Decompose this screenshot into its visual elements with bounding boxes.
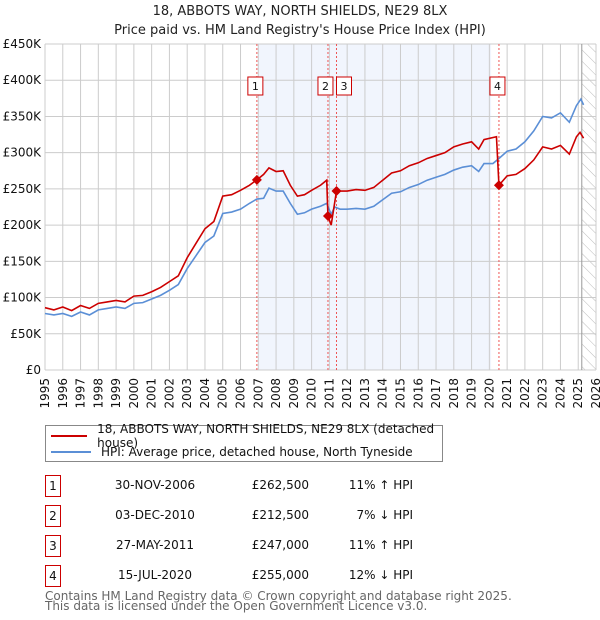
transaction-hpi-diff: 7% ↓ HPI: [356, 508, 413, 522]
y-tick-label: £450K: [3, 37, 43, 51]
transaction-date: 15-JUL-2020: [118, 568, 192, 582]
sale-label: 4: [494, 80, 501, 93]
transaction-hpi-diff: 11% ↑ HPI: [348, 478, 413, 492]
x-tick-label: 2010: [305, 378, 319, 409]
legend-label: HPI: Average price, detached house, Nort…: [101, 445, 413, 459]
legend-label: 18, ABBOTS WAY, NORTH SHIELDS, NE29 8LX …: [97, 422, 435, 450]
sale-label: 3: [340, 80, 347, 93]
forecast-hatch: [581, 44, 596, 370]
sale-label-box: [489, 76, 506, 96]
sale-point: [493, 180, 504, 191]
sale-label-box: [317, 76, 334, 96]
x-tick-label: 2018: [447, 378, 461, 409]
x-tick-label: 2000: [127, 378, 141, 409]
x-tick-label: 1995: [38, 378, 52, 409]
legend-item-property: 18, ABBOTS WAY, NORTH SHIELDS, NE29 8LX …: [46, 422, 442, 450]
chart-title: 18, ABBOTS WAY, NORTH SHIELDS, NE29 8LX: [153, 4, 448, 19]
transaction-row: 3 27-MAY-2011 £247,000 11% ↑ HPI: [45, 535, 445, 557]
x-tick-label: 1997: [74, 378, 88, 409]
x-tick-label: 2023: [536, 378, 550, 409]
price-chart: 18, ABBOTS WAY, NORTH SHIELDS, NE29 8LX …: [3, 4, 600, 409]
x-tick-label: 2021: [500, 378, 514, 409]
y-tick-label: £250K: [3, 182, 43, 196]
sale-point: [251, 174, 262, 185]
x-tick-label: 2005: [216, 378, 230, 409]
y-tick-label: £300K: [3, 146, 43, 160]
transaction-date: 30-NOV-2006: [114, 478, 196, 492]
y-tick-label: £50K: [10, 327, 42, 341]
footer-copyright: Contains HM Land Registry data © Crown c…: [45, 589, 512, 603]
x-tick-label: 2011: [322, 378, 336, 409]
legend-item-hpi: HPI: Average price, detached house, Nort…: [46, 444, 413, 460]
y-tick-label: £100K: [3, 291, 43, 305]
x-tick-label: 2020: [482, 378, 496, 409]
y-tick-label: £150K: [3, 254, 43, 268]
x-tick-label: 2012: [340, 378, 354, 409]
x-tick-label: 1998: [91, 378, 105, 409]
y-tick-label: £200K: [3, 218, 43, 232]
sale-label: 1: [252, 80, 259, 93]
transaction-row: 4 15-JUL-2020 £255,000 12% ↓ HPI: [45, 565, 445, 587]
x-tick-label: 1996: [56, 378, 70, 409]
chart-subtitle: Price paid vs. HM Land Registry's House …: [114, 23, 486, 38]
x-tick-label: 2013: [358, 378, 372, 409]
x-tick-label: 2017: [429, 378, 443, 409]
x-tick-label: 2008: [269, 378, 283, 409]
x-tick-label: 2001: [145, 378, 159, 409]
transaction-number: 3: [45, 535, 61, 557]
legend: 18, ABBOTS WAY, NORTH SHIELDS, NE29 8LX …: [45, 422, 443, 462]
x-tick-label: 2019: [465, 378, 479, 409]
sale-label-box: [335, 76, 352, 96]
x-tick-label: 2014: [376, 378, 390, 409]
x-tick-label: 2004: [198, 378, 212, 409]
x-tick-label: 2025: [571, 378, 585, 409]
transaction-number: 4: [45, 565, 61, 587]
transaction-hpi-diff: 12% ↓ HPI: [348, 568, 413, 582]
transaction-price: £255,000: [251, 568, 309, 582]
x-tick-label: 2022: [518, 378, 532, 409]
transaction-hpi-diff: 11% ↑ HPI: [348, 538, 413, 552]
transaction-row: 2 03-DEC-2010 £212,500 7% ↓ HPI: [45, 505, 445, 527]
property-price-line: [44, 131, 585, 312]
legend-swatch-blue: [51, 451, 91, 453]
y-tick-label: £350K: [3, 109, 43, 123]
sale-label-box: [247, 76, 264, 96]
x-tick-label: 2009: [287, 378, 301, 409]
transaction-row: 1 30-NOV-2006 £262,500 11% ↑ HPI: [45, 475, 445, 497]
x-tick-label: 2003: [180, 378, 194, 409]
transaction-date: 03-DEC-2010: [115, 508, 195, 522]
x-tick-label: 1999: [109, 378, 123, 409]
x-tick-label: 2006: [234, 378, 248, 409]
x-tick-label: 2015: [393, 378, 407, 409]
transaction-price: £247,000: [251, 538, 309, 552]
transaction-number: 2: [45, 505, 61, 527]
transaction-price: £212,500: [251, 508, 309, 522]
sale-point: [322, 211, 333, 222]
y-tick-label: £400K: [3, 73, 43, 87]
legend-swatch-red: [51, 435, 88, 437]
y-tick-label: £0: [26, 363, 41, 377]
sale-label: 2: [322, 80, 329, 93]
x-tick-label: 2007: [251, 378, 265, 409]
sale-point: [331, 186, 342, 197]
x-tick-label: 2026: [589, 378, 600, 409]
transaction-number: 1: [45, 475, 61, 497]
x-tick-label: 2016: [411, 378, 425, 409]
transaction-price: £262,500: [251, 478, 309, 492]
transaction-date: 27-MAY-2011: [115, 538, 194, 552]
x-tick-label: 2024: [553, 378, 567, 409]
x-tick-label: 2002: [162, 378, 176, 409]
footer-licence: This data is licensed under the Open Gov…: [45, 599, 428, 613]
shaded-period: [258, 44, 492, 370]
